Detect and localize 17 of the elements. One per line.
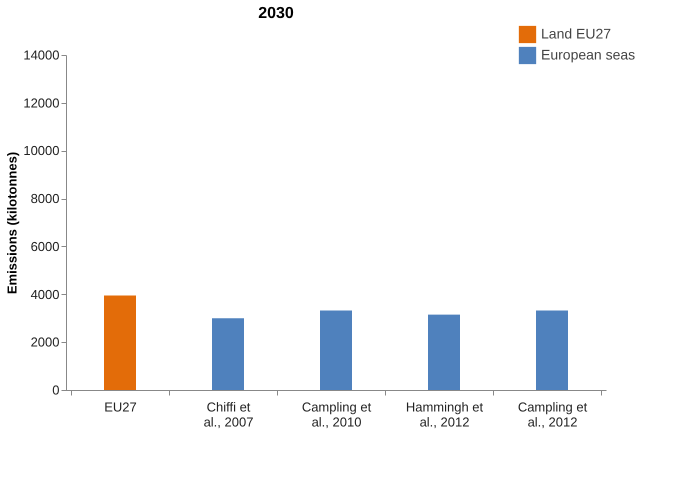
x-tick-label: Hammingh et al., 2012 <box>406 400 484 430</box>
y-tick-label: 2000 <box>30 334 60 350</box>
x-tick-label: EU27 <box>104 400 137 414</box>
y-tick-label: 6000 <box>30 238 60 254</box>
y-tick-label: 10000 <box>23 143 60 158</box>
chart-title: 2030 <box>258 5 294 22</box>
y-tick-label: 0 <box>52 382 60 398</box>
y-tick-label: 14000 <box>23 48 60 62</box>
y-tick-label: 12000 <box>23 95 60 110</box>
x-tick-label: Campling et al., 2012 <box>518 400 588 430</box>
x-tick-label: Chiffi et al., 2007 <box>204 400 254 430</box>
y-axis-title: Emissions (kilotonnes) <box>4 152 20 294</box>
y-tick-label: 4000 <box>30 286 60 302</box>
legend-label: Land EU27 <box>541 26 612 42</box>
x-tick-label: Campling et al., 2010 <box>302 400 372 430</box>
legend-label: European seas <box>541 46 636 62</box>
y-tick-label: 8000 <box>30 191 60 206</box>
